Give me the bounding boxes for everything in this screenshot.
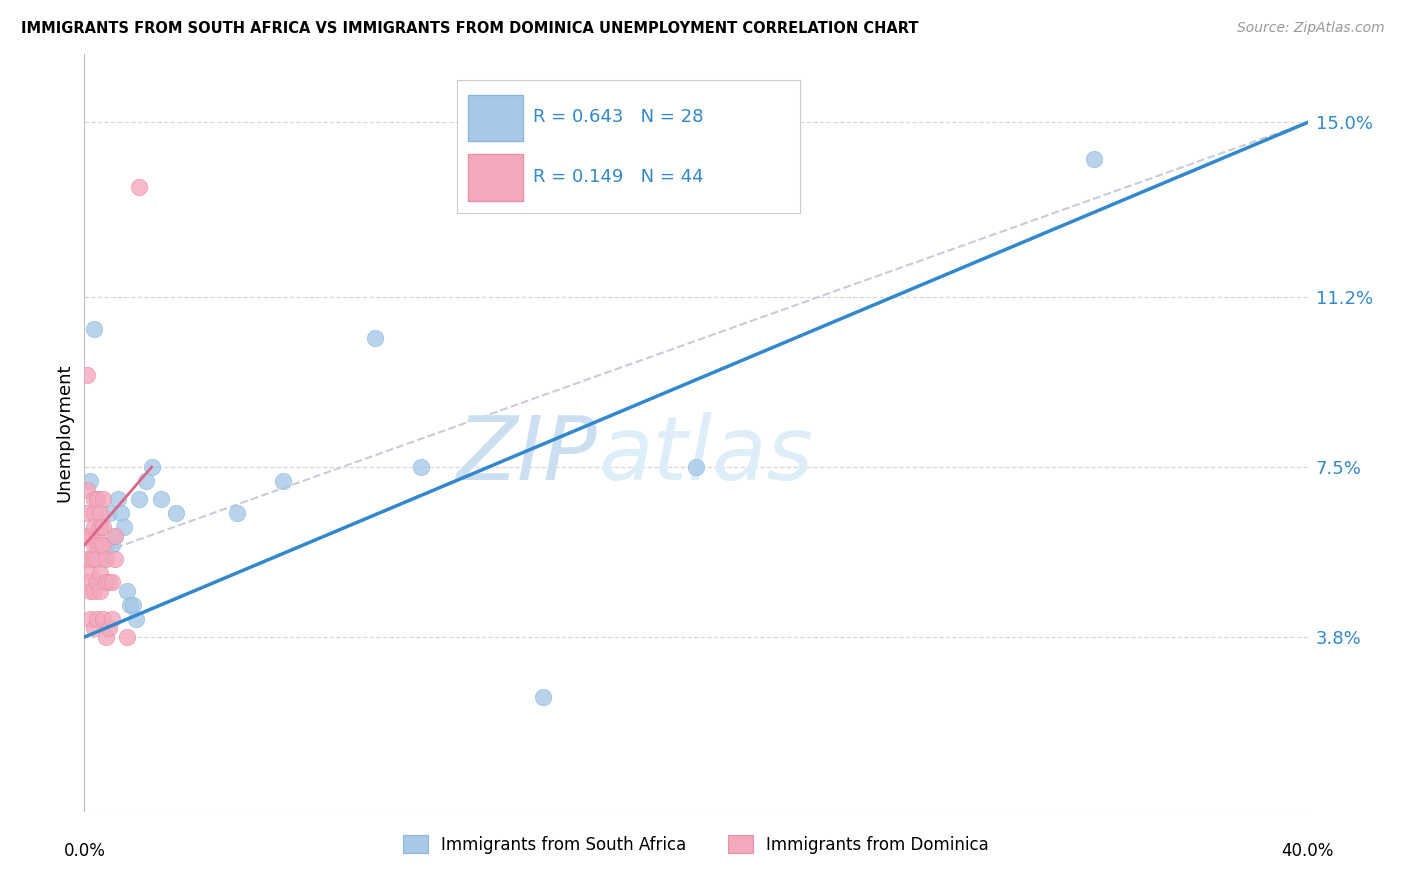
Point xyxy=(112,520,135,534)
Point xyxy=(104,552,127,566)
Point xyxy=(89,538,111,552)
Point xyxy=(91,538,114,552)
Point xyxy=(83,621,105,635)
Point xyxy=(97,574,120,589)
Point xyxy=(83,552,105,566)
Point xyxy=(83,538,105,552)
Point xyxy=(76,483,98,497)
Point xyxy=(86,492,108,507)
Point xyxy=(76,552,98,566)
Point xyxy=(97,506,120,520)
Point xyxy=(79,574,101,589)
Point xyxy=(79,612,101,626)
Point xyxy=(91,552,114,566)
Point xyxy=(101,538,124,552)
Point xyxy=(83,322,105,336)
Point xyxy=(83,506,105,520)
Point xyxy=(149,492,172,507)
Point xyxy=(531,690,554,704)
Point xyxy=(79,552,101,566)
Point xyxy=(89,584,111,599)
Point xyxy=(125,612,148,626)
Point xyxy=(79,529,101,543)
Point xyxy=(76,368,98,383)
Point xyxy=(120,598,142,612)
Point xyxy=(165,506,187,520)
Point xyxy=(110,506,132,520)
Point xyxy=(76,529,98,543)
Y-axis label: Unemployment: Unemployment xyxy=(55,363,73,502)
Point xyxy=(364,331,387,345)
Point xyxy=(135,474,157,488)
Point xyxy=(122,598,145,612)
Point xyxy=(91,492,114,507)
Point xyxy=(89,506,111,520)
Point xyxy=(89,520,111,534)
Legend: Immigrants from South Africa, Immigrants from Dominica: Immigrants from South Africa, Immigrants… xyxy=(396,829,995,860)
Point xyxy=(101,574,124,589)
Point xyxy=(104,529,127,543)
Point xyxy=(141,460,163,475)
Point xyxy=(107,492,129,507)
Point xyxy=(1083,152,1105,166)
Point xyxy=(115,630,138,644)
Point xyxy=(86,492,108,507)
Point xyxy=(79,474,101,488)
Point xyxy=(94,630,117,644)
Point xyxy=(76,506,98,520)
Point xyxy=(409,460,432,475)
Point xyxy=(79,584,101,599)
Point xyxy=(128,492,150,507)
Text: 0.0%: 0.0% xyxy=(63,842,105,860)
Point xyxy=(271,474,294,488)
Point xyxy=(94,574,117,589)
Text: ZIP: ZIP xyxy=(457,412,598,499)
Point xyxy=(83,584,105,599)
Point xyxy=(91,612,114,626)
Point xyxy=(115,584,138,599)
Text: 40.0%: 40.0% xyxy=(1281,842,1334,860)
Text: atlas: atlas xyxy=(598,412,813,499)
Point xyxy=(91,520,114,534)
Point xyxy=(94,552,117,566)
Point xyxy=(128,179,150,194)
Point xyxy=(89,566,111,580)
Point xyxy=(83,492,105,507)
Point xyxy=(94,538,117,552)
Point xyxy=(685,460,707,475)
Point xyxy=(86,574,108,589)
Point xyxy=(97,621,120,635)
Text: Source: ZipAtlas.com: Source: ZipAtlas.com xyxy=(1237,21,1385,35)
Point xyxy=(101,612,124,626)
Point xyxy=(86,538,108,552)
Text: IMMIGRANTS FROM SOUTH AFRICA VS IMMIGRANTS FROM DOMINICA UNEMPLOYMENT CORRELATIO: IMMIGRANTS FROM SOUTH AFRICA VS IMMIGRAN… xyxy=(21,21,918,36)
Point xyxy=(86,552,108,566)
Point xyxy=(89,520,111,534)
Point xyxy=(104,529,127,543)
Point xyxy=(83,520,105,534)
Point xyxy=(86,529,108,543)
Point xyxy=(86,612,108,626)
Point xyxy=(79,566,101,580)
Point xyxy=(226,506,249,520)
